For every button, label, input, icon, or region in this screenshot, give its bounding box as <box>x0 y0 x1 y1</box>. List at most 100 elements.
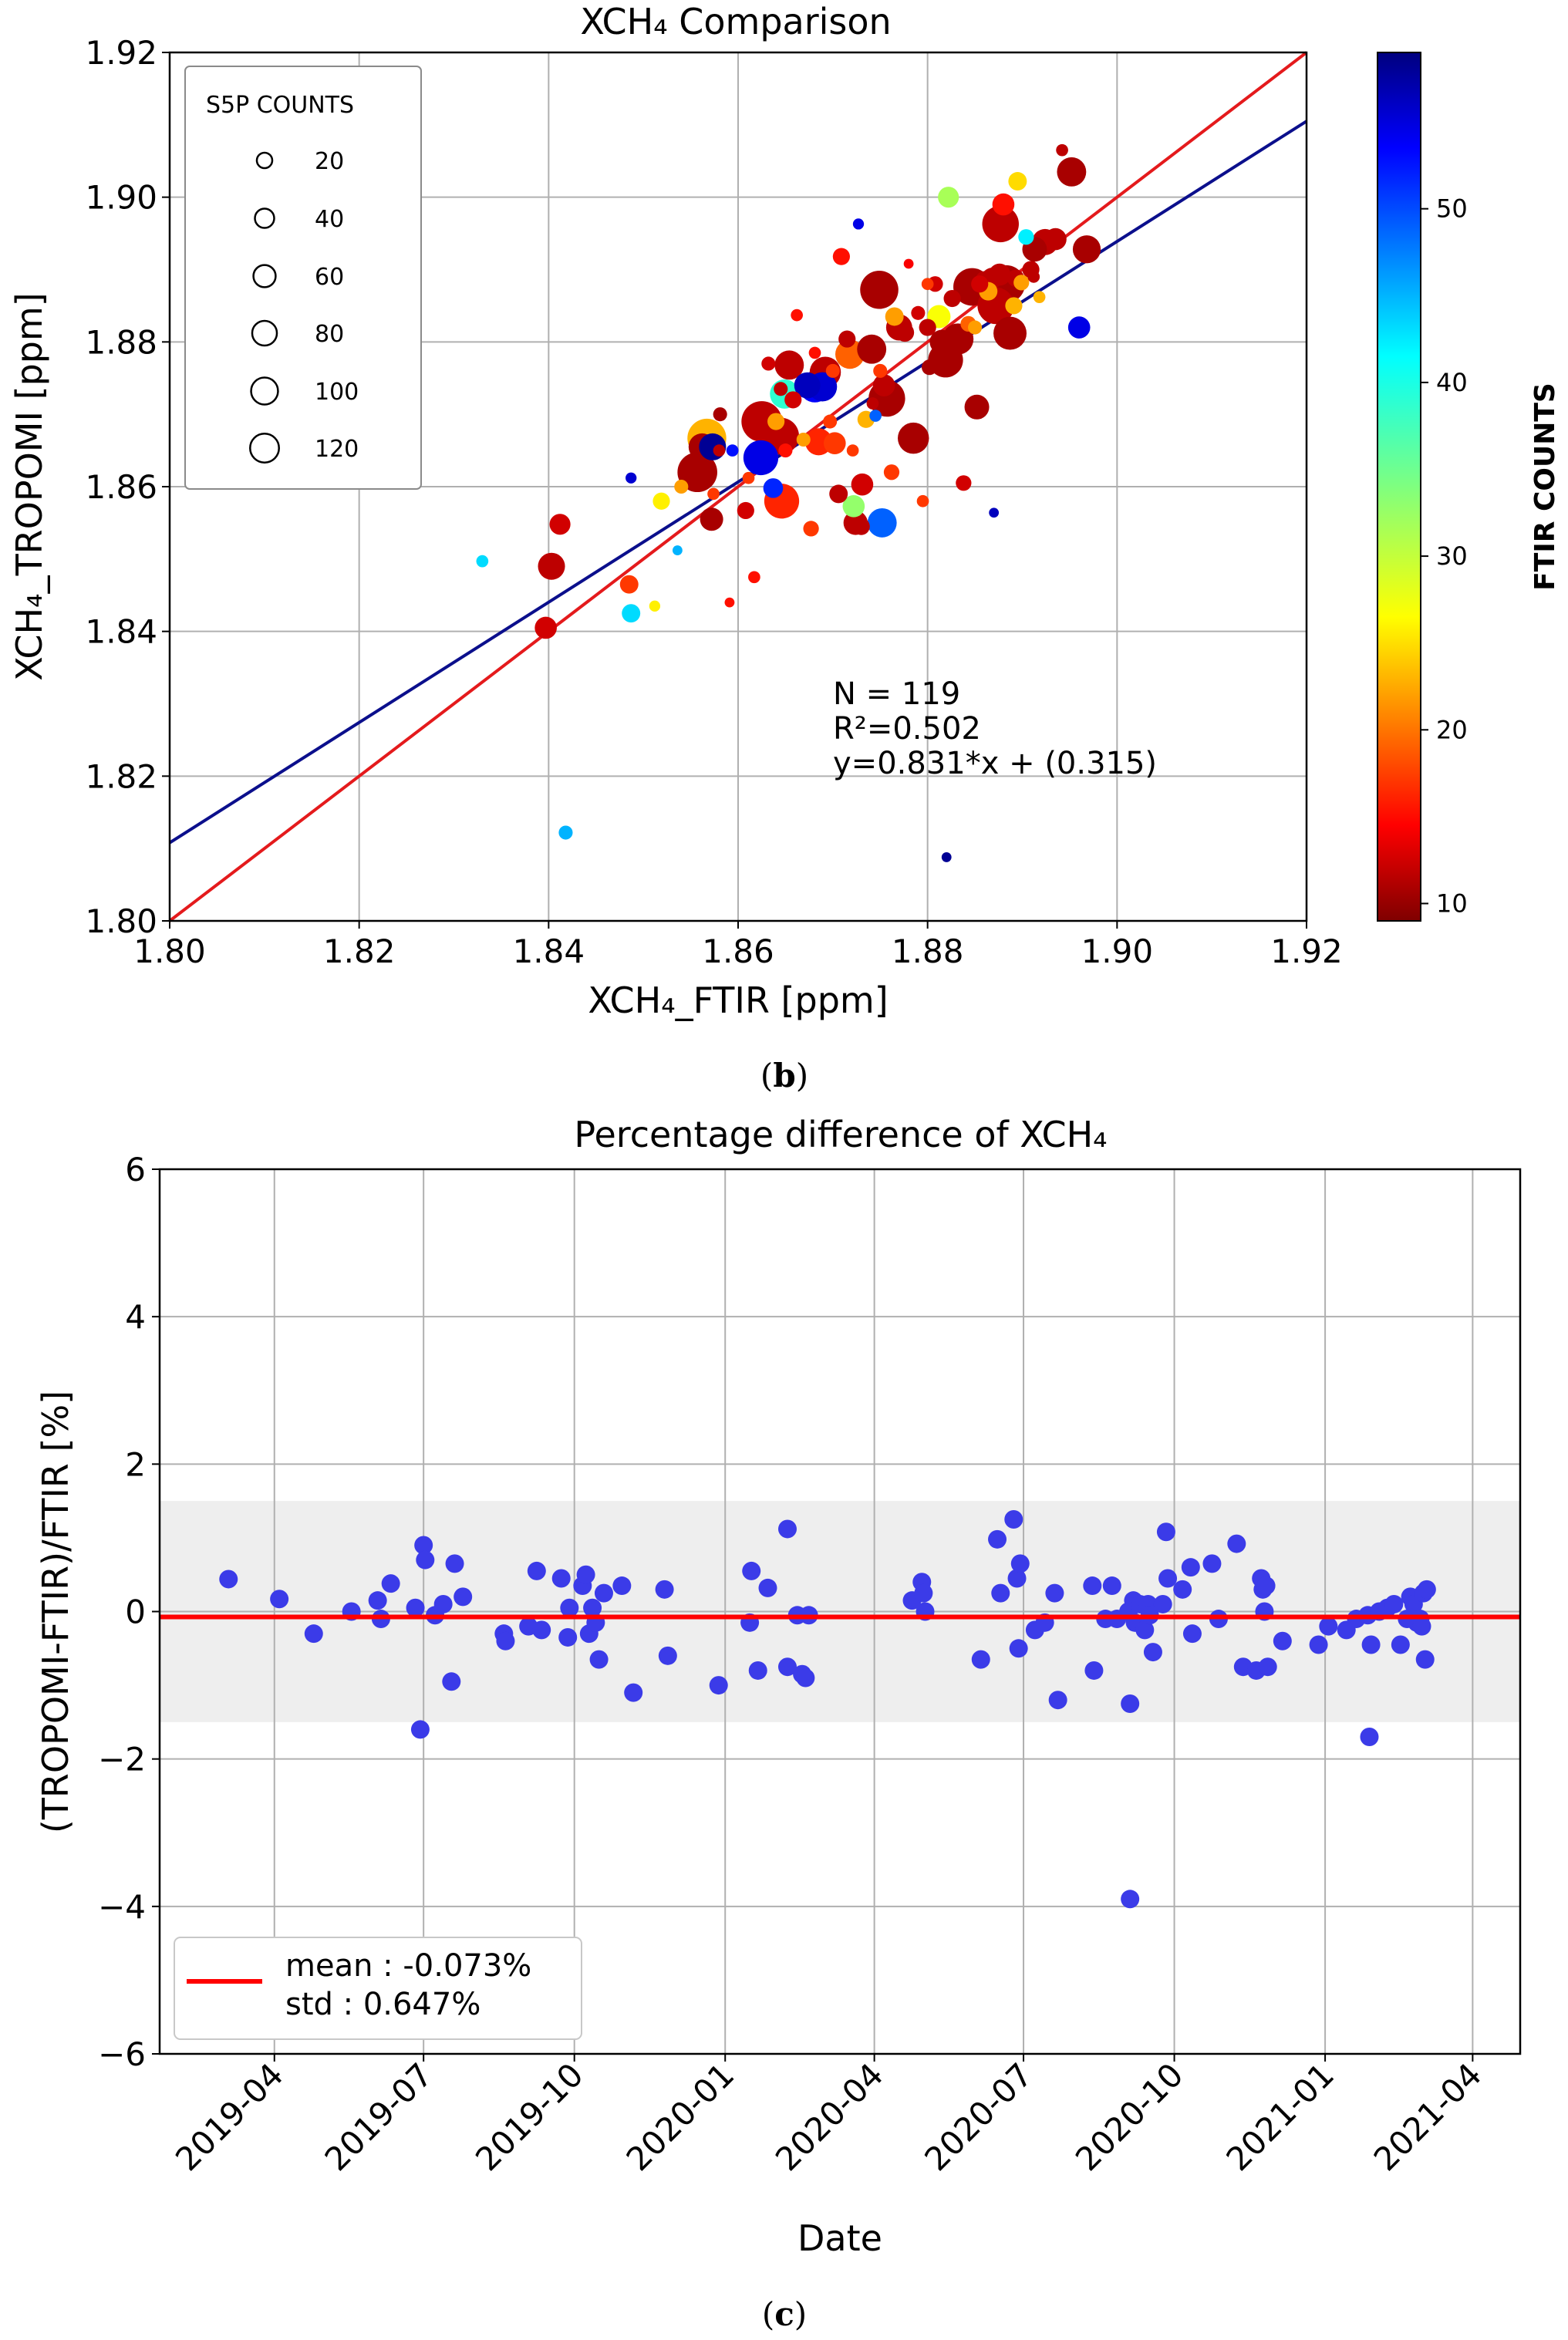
data-point <box>270 1590 289 1609</box>
data-point <box>823 414 838 429</box>
data-point <box>758 1578 777 1597</box>
data-point <box>885 307 904 326</box>
data-point <box>1202 1554 1222 1573</box>
data-point <box>742 471 755 484</box>
data-point <box>763 478 784 498</box>
data-point <box>938 187 959 208</box>
size-legend-marker <box>251 319 278 347</box>
panel-c-y-tick-label: −6 <box>98 2035 146 2073</box>
panel-c-x-axis-label: Date <box>797 2217 882 2259</box>
data-point <box>872 374 895 396</box>
panel-b-x-tick-label: 1.86 <box>702 932 774 970</box>
data-point <box>919 319 936 336</box>
data-point <box>992 193 1015 216</box>
data-point <box>414 1536 433 1555</box>
data-point <box>1391 1635 1410 1654</box>
panel-c-y-tick-label: 6 <box>125 1151 146 1189</box>
panel-b-regression-lines <box>168 51 1308 922</box>
stats-n-label: N = 119 <box>833 676 960 712</box>
panel-b-x-tick-label: 1.82 <box>323 932 396 970</box>
size-legend-marker <box>249 433 280 464</box>
panel-c-y-tick-label: −2 <box>98 1741 146 1779</box>
data-point <box>1067 316 1091 339</box>
data-point <box>1227 1534 1246 1553</box>
data-point <box>796 432 811 447</box>
data-point <box>410 1720 430 1739</box>
data-point <box>576 1565 595 1584</box>
data-point <box>1256 1576 1276 1596</box>
data-point <box>1027 271 1040 283</box>
data-point <box>956 475 972 491</box>
size-legend-label: 100 <box>315 379 359 406</box>
data-point <box>619 575 639 594</box>
data-point <box>1018 229 1034 245</box>
panel-b-y-tick-label: 1.86 <box>85 468 157 506</box>
data-point <box>1009 1639 1028 1658</box>
data-point <box>794 372 821 399</box>
data-point <box>857 334 887 364</box>
data-point <box>454 1587 473 1607</box>
panel-c-y-ticks: −6 −4 −2 0 2 4 6 <box>98 1151 160 2073</box>
size-legend-marker <box>250 376 279 406</box>
stats-r2-label: R²=0.502 <box>833 711 981 747</box>
data-point <box>1008 172 1027 191</box>
data-point <box>743 440 779 476</box>
data-point <box>655 1580 674 1599</box>
data-point <box>589 1650 609 1669</box>
data-point <box>852 218 865 230</box>
data-point <box>883 464 900 480</box>
panel-b-caption: (b) <box>760 1057 808 1094</box>
data-point <box>838 330 856 348</box>
panel-b-x-tick-label: 1.88 <box>892 932 964 970</box>
legend-mean-label: mean : -0.073% <box>285 1948 531 1984</box>
data-point <box>1173 1580 1192 1599</box>
data-point <box>433 1594 453 1613</box>
data-point <box>1044 228 1067 251</box>
data-point <box>549 514 571 535</box>
data-point <box>1005 297 1023 315</box>
data-point <box>1057 157 1087 187</box>
panel-b-y-tick-label: 1.88 <box>85 323 157 361</box>
data-point <box>626 472 637 484</box>
panel-b-y-tick-label: 1.84 <box>85 613 157 651</box>
panel-b-y-ticks: 1.80 1.82 1.84 1.86 1.88 1.90 1.92 <box>85 34 170 940</box>
panel-c-y-tick-label: 2 <box>125 1445 146 1483</box>
panel-b-y-tick-label: 1.92 <box>85 34 157 72</box>
data-point <box>767 413 785 430</box>
data-point <box>476 555 489 568</box>
data-point <box>823 432 846 455</box>
panel-b-x-tick-label: 1.80 <box>133 932 206 970</box>
panel-b-x-tick-label: 1.90 <box>1081 932 1154 970</box>
data-point <box>941 852 952 862</box>
data-point <box>921 278 934 291</box>
panel-c-caption-letter: c <box>774 2295 794 2333</box>
panel-b-size-legend: S5P COUNTS 20 40 60 80 100 120 <box>184 66 422 490</box>
data-point <box>993 316 1027 350</box>
data-point <box>1135 1620 1155 1640</box>
data-point <box>832 248 850 265</box>
data-point <box>677 452 717 493</box>
panel-b-x-tick-label: 1.92 <box>1270 932 1343 970</box>
panel-c-x-tick-label: 2019-04 <box>168 2055 291 2178</box>
data-point <box>551 1569 571 1588</box>
data-point <box>791 309 803 322</box>
data-point <box>724 597 735 608</box>
data-point <box>829 484 848 504</box>
data-point <box>803 521 819 537</box>
data-point <box>846 444 859 457</box>
panel-b-x-axis-label: XCH₄_FTIR [ppm] <box>588 979 888 1021</box>
data-point <box>594 1583 613 1603</box>
size-legend-marker <box>254 207 275 229</box>
data-point <box>672 545 683 555</box>
data-point <box>968 320 983 335</box>
data-point <box>527 1561 546 1580</box>
data-point <box>748 571 760 584</box>
data-point <box>943 289 961 308</box>
data-point <box>873 363 888 378</box>
size-legend-entries: 20 40 60 80 100 120 <box>249 148 359 464</box>
panel-c-y-axis-label: (TROPOMI-FTIR)/FTIR [%] <box>35 1391 76 1833</box>
data-point <box>1033 291 1046 303</box>
panel-c-x-tick-label: 2019-07 <box>317 2055 440 2178</box>
data-point <box>777 1519 797 1539</box>
